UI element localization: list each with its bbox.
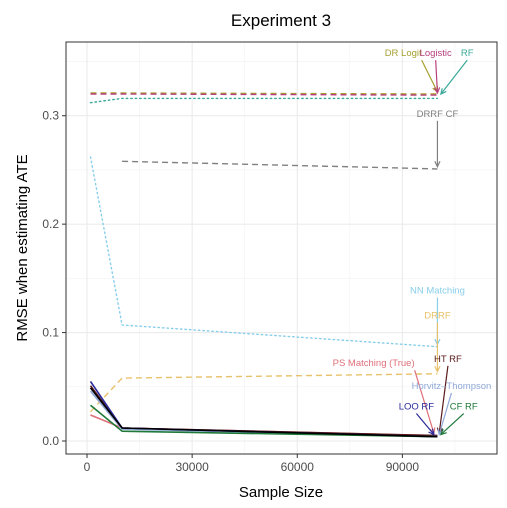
annotation-arrowhead (428, 428, 435, 436)
annotation-label: PS Matching (True) (333, 358, 415, 369)
plot-panel-border (65, 41, 498, 455)
annotation-arrow (440, 413, 465, 435)
axis-ticks: 0 30000 60000 90000 0.0 0.1 0.2 0.3 (42, 109, 419, 474)
series-line (122, 160, 438, 170)
annotation-arrowhead (439, 428, 447, 436)
series-line (89, 387, 438, 438)
x-tick-label: 60000 (281, 460, 315, 474)
x-axis-title: Sample Size (239, 484, 323, 501)
series-line (89, 156, 439, 348)
x-tick-label: 30000 (175, 460, 209, 474)
annotation-arrow (438, 392, 453, 435)
x-tick-label: 0 (84, 460, 91, 474)
series-line (90, 93, 438, 96)
series-line (90, 92, 438, 95)
annotation-label: RF (461, 48, 474, 59)
y-tick-label: 0.0 (42, 434, 59, 448)
annotation-arrowhead (433, 87, 441, 95)
y-tick-label: 0.1 (42, 326, 59, 340)
annotation-arrow (440, 59, 468, 95)
annotation-arrow (415, 413, 435, 435)
annotation-label: CF RF (450, 402, 478, 413)
annotation-label: DR Logit (385, 48, 422, 59)
chart-title: Experiment 3 (231, 11, 331, 30)
y-axis-title: RMSE when estimating ATE (14, 154, 31, 341)
y-tick-label: 0.3 (42, 109, 59, 123)
annotation-label: Logistic (420, 48, 452, 59)
series-line (89, 97, 439, 104)
series-line (89, 404, 438, 438)
annotation-label: Horvitz–Thompson (412, 381, 492, 392)
annotation-label: HT RF (434, 354, 462, 365)
annotation-arrow (414, 370, 435, 434)
x-tick-label: 90000 (386, 460, 420, 474)
annotation-label: NN Matching (410, 286, 465, 297)
annotation-arrowhead (434, 161, 441, 169)
annotation-arrow (438, 365, 449, 434)
grid (66, 42, 497, 454)
annotation-arrowhead (440, 88, 447, 96)
annotation-label: DRRF CF (417, 109, 459, 120)
y-tick-label: 0.2 (42, 217, 59, 231)
annotation-label: LOO RF (399, 402, 435, 413)
annotation-arrow (421, 59, 438, 93)
annotation-arrow (435, 60, 439, 93)
series-group (89, 92, 439, 438)
annotation-arrowhead (434, 365, 441, 373)
annotation-label: DRRF (424, 310, 451, 321)
